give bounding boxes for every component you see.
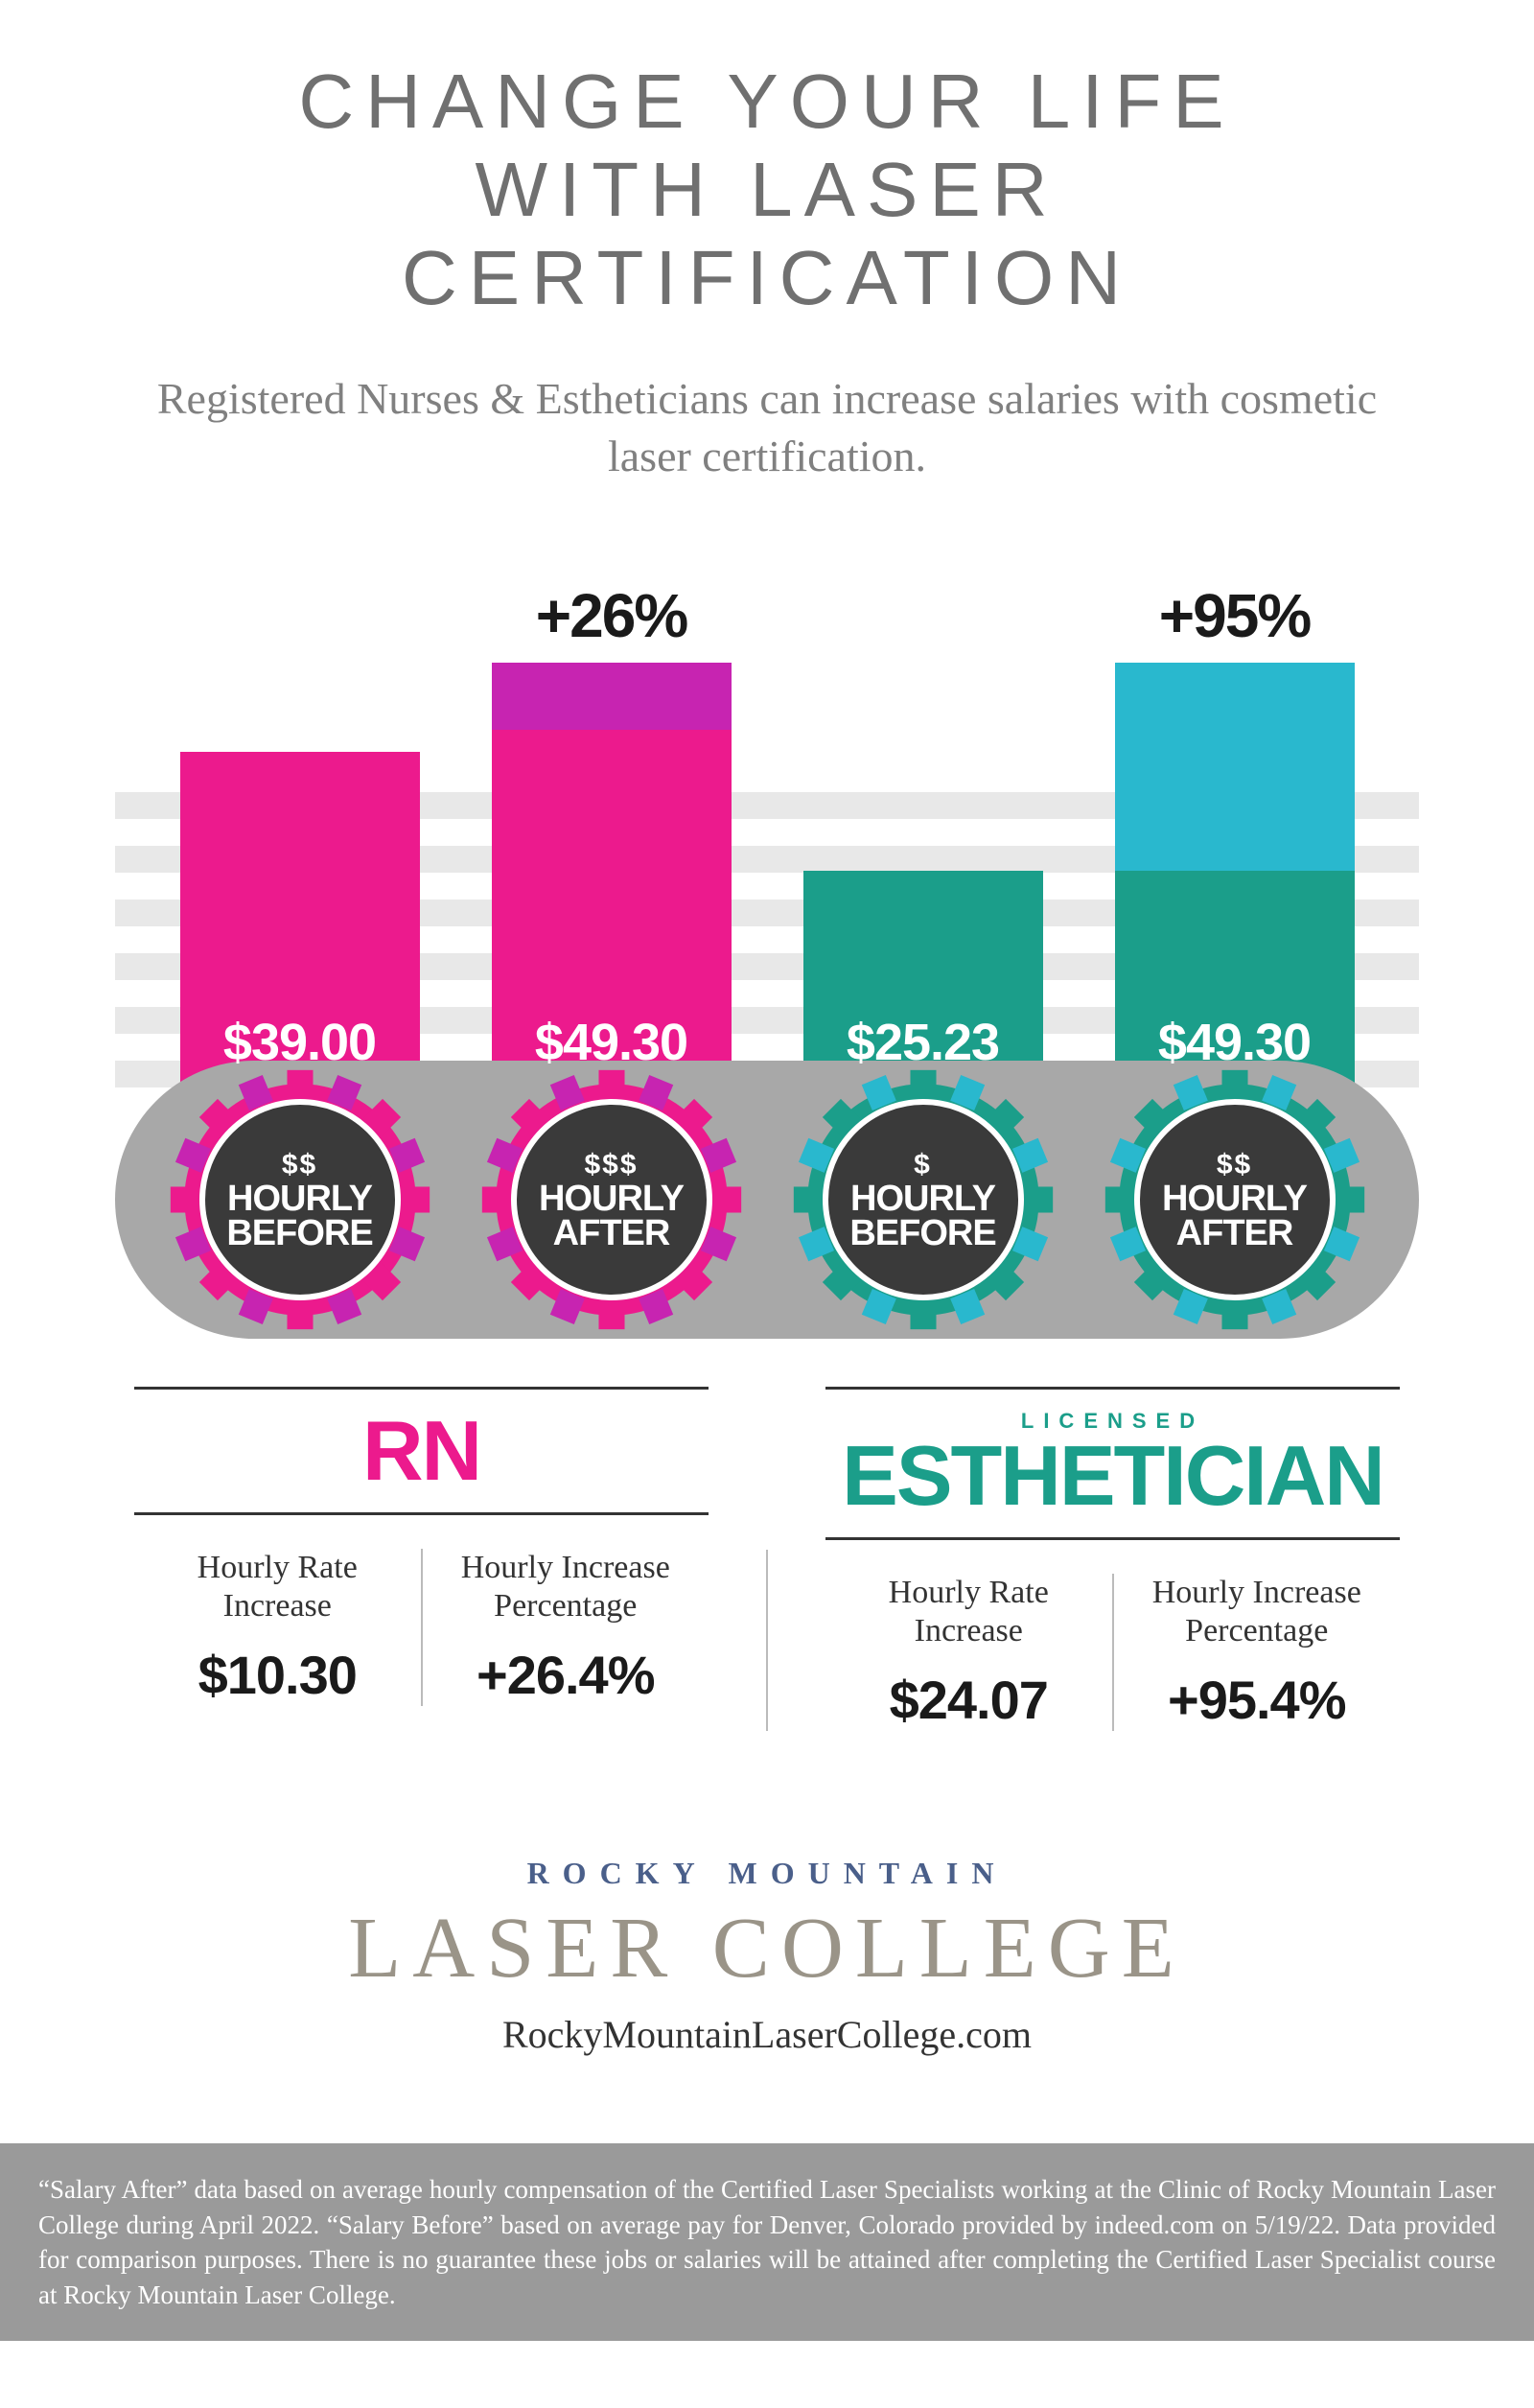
bar-3: +95%$49.30 — [1115, 663, 1355, 1089]
bar-2: $25.23 — [803, 871, 1043, 1089]
category-divider — [766, 1550, 768, 1732]
bar-0: $39.00 — [180, 752, 420, 1089]
cat-est-name: ESTHETICIAN — [825, 1434, 1400, 1518]
bar-1-value: $49.30 — [535, 1013, 687, 1089]
badge-1-line1: HOURLY — [539, 1181, 684, 1216]
logo-line-2: LASER COLLEGE — [115, 1899, 1419, 1998]
badge-0-line2: BEFORE — [226, 1216, 372, 1251]
badge-2-line1: HOURLY — [850, 1181, 995, 1216]
rn-pct-value: +26.4% — [432, 1644, 700, 1706]
main-title: CHANGE YOUR LIFE WITH LASER CERTIFICATIO… — [115, 58, 1419, 322]
est-pct-value: +95.4% — [1124, 1669, 1391, 1731]
rn-rate-label: Hourly Rate Increase — [144, 1549, 411, 1627]
logo-url: RockyMountainLaserCollege.com — [115, 2012, 1419, 2057]
badge-3-dollars: $$ — [1217, 1149, 1252, 1181]
badge-2-line2: BEFORE — [849, 1216, 995, 1251]
est-rate-label: Hourly Rate Increase — [835, 1574, 1103, 1652]
badge-3: $$HOURLYAFTER — [1101, 1065, 1369, 1334]
category-rn: RN Hourly Rate Increase $10.30 Hourly In… — [134, 1387, 709, 1732]
footer-disclaimer: “Salary After” data based on average hou… — [0, 2143, 1534, 2341]
badge-0: $$HOURLYBEFORE — [166, 1065, 434, 1334]
rn-pct-label: Hourly Increase Percentage — [432, 1549, 700, 1627]
bar-3-value: $49.30 — [1158, 1013, 1311, 1089]
title-line-2: WITH LASER CERTIFICATION — [115, 146, 1419, 322]
badge-row: $$HOURLYBEFORE$$$HOURLYAFTER$HOURLYBEFOR… — [115, 1061, 1419, 1339]
badge-1-dollars: $$$ — [584, 1149, 638, 1181]
badge-1-line2: AFTER — [553, 1216, 670, 1251]
badge-3-line2: AFTER — [1176, 1216, 1293, 1251]
rn-rate-value: $10.30 — [144, 1644, 411, 1706]
chart-bars: $39.00 +26%$49.30 $25.23 +95%$49.30 — [115, 591, 1419, 1089]
category-esthetician: LICENSED ESTHETICIAN Hourly Rate Increas… — [825, 1387, 1400, 1732]
bar-0-value: $39.00 — [223, 1013, 376, 1089]
logo: ROCKY MOUNTAIN LASER COLLEGE RockyMounta… — [115, 1856, 1419, 2057]
badge-2-dollars: $ — [914, 1149, 932, 1181]
badge-0-line1: HOURLY — [227, 1181, 372, 1216]
bar-3-pct: +95% — [1159, 580, 1310, 651]
est-pct-label: Hourly Increase Percentage — [1124, 1574, 1391, 1652]
categories: RN Hourly Rate Increase $10.30 Hourly In… — [115, 1387, 1419, 1732]
salary-chart: $39.00+26%$49.30$25.23+95%$49.30 $$HOURL… — [115, 591, 1419, 1339]
est-rate-value: $24.07 — [835, 1669, 1103, 1731]
subtitle: Registered Nurses & Estheticians can inc… — [115, 370, 1419, 485]
badge-0-dollars: $$ — [282, 1149, 317, 1181]
badge-3-line1: HOURLY — [1162, 1181, 1307, 1216]
bar-2-value: $25.23 — [847, 1013, 999, 1089]
badge-1: $$$HOURLYAFTER — [477, 1065, 746, 1334]
bar-1-pct: +26% — [536, 580, 686, 651]
logo-line-1: ROCKY MOUNTAIN — [115, 1856, 1419, 1891]
badge-2: $HOURLYBEFORE — [789, 1065, 1058, 1334]
bar-1: +26%$49.30 — [492, 663, 732, 1089]
cat-rn-name: RN — [134, 1409, 709, 1493]
title-line-1: CHANGE YOUR LIFE — [115, 58, 1419, 146]
